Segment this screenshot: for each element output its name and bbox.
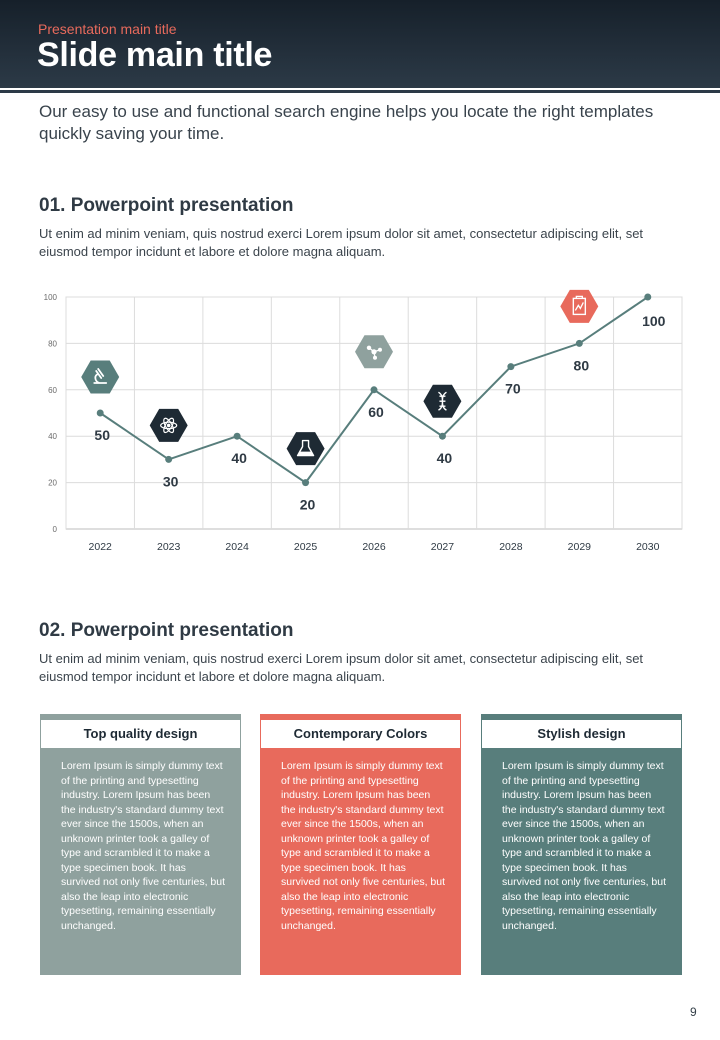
x-tick-label: 2029	[568, 541, 592, 553]
card-title: Stylish design	[482, 720, 681, 748]
data-point	[370, 386, 378, 394]
section-2-text: Ut enim ad minim veniam, quis nostrud ex…	[39, 651, 644, 684]
line-chart: 0 20 40 60 80 100 2022 2023 2024 2025 2026 2027 2028…	[44, 289, 683, 553]
data-point	[507, 363, 515, 371]
title-bar	[0, 0, 720, 88]
section-2-title: 02. Powerpoint presentation	[39, 620, 294, 641]
card-stylish-design: Stylish design Lorem Ipsum is simply dum…	[481, 714, 682, 975]
atom-icon	[160, 417, 178, 434]
chart-marker-2023	[149, 408, 188, 442]
data-label: 50	[94, 427, 110, 443]
card-contemporary-colors: Contemporary Colors Lorem Ipsum is simpl…	[260, 714, 461, 975]
data-label: 80	[574, 357, 590, 373]
x-tick-label: 2022	[89, 541, 113, 553]
hexagon-marker	[286, 432, 325, 466]
card-title: Top quality design	[41, 720, 240, 748]
intro-text: Our easy to use and functional search en…	[39, 102, 654, 143]
card-top-quality-design: Top quality design Lorem Ipsum is simply…	[40, 714, 241, 975]
x-tick-label: 2028	[499, 541, 523, 553]
microscope-icon	[93, 368, 108, 384]
x-tick-label: 2025	[294, 541, 318, 553]
data-point	[165, 455, 173, 463]
title-divider	[0, 90, 720, 93]
y-tick-label: 0	[53, 525, 58, 534]
chart-marker-2025	[286, 432, 325, 466]
chart-marker-2029	[560, 289, 599, 323]
data-point	[96, 409, 104, 417]
data-point	[438, 432, 446, 440]
slide-title: Slide main title	[37, 36, 273, 74]
data-label: 20	[300, 497, 316, 513]
section-1-text: Ut enim ad minim veniam, quis nostrud ex…	[39, 226, 644, 259]
data-label: 70	[505, 381, 521, 397]
card-body: Lorem Ipsum is simply dummy text of the …	[61, 760, 226, 932]
y-tick-label: 60	[48, 386, 57, 395]
data-label: 100	[642, 313, 666, 329]
chart-marker-2026	[355, 335, 393, 369]
x-tick-label: 2027	[431, 541, 455, 553]
x-tick-label: 2024	[225, 541, 249, 553]
data-label: 60	[368, 404, 384, 420]
y-tick-label: 80	[48, 339, 57, 348]
data-label: 40	[231, 450, 247, 466]
flask-icon	[296, 439, 315, 457]
section-1-title: 01. Powerpoint presentation	[39, 195, 294, 216]
x-tick-label: 2023	[157, 541, 181, 553]
data-label: 30	[163, 473, 179, 489]
data-point	[575, 339, 583, 347]
dna-icon	[438, 391, 447, 411]
data-point	[233, 432, 241, 440]
x-tick-label: 2026	[362, 541, 386, 553]
y-tick-label: 40	[48, 432, 57, 441]
data-label: 40	[437, 450, 453, 466]
y-tick-label: 100	[44, 293, 58, 302]
x-tick-label: 2030	[636, 541, 660, 553]
card-body: Lorem Ipsum is simply dummy text of the …	[502, 760, 667, 932]
chart-marker-2022	[81, 360, 120, 394]
card-body: Lorem Ipsum is simply dummy text of the …	[281, 760, 446, 932]
y-tick-label: 20	[48, 479, 57, 488]
chart-marker-2027	[423, 384, 462, 418]
presentation-supertitle: Presentation main title	[38, 21, 177, 37]
page-number: 9	[690, 1005, 697, 1019]
clipboard-chart-icon	[572, 295, 587, 316]
data-point	[644, 293, 652, 301]
card-title: Contemporary Colors	[261, 720, 460, 748]
data-point	[302, 479, 310, 487]
molecule-icon	[366, 345, 382, 360]
